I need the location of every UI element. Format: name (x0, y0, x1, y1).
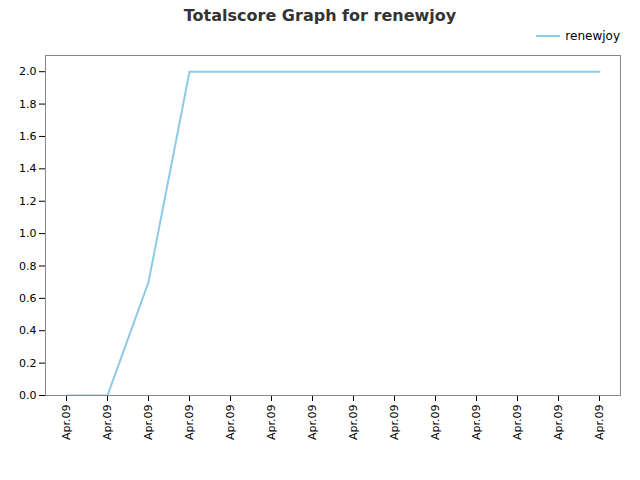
svg-text:1.0: 1.0 (19, 227, 37, 240)
svg-text:Apr.09: Apr.09 (224, 405, 237, 441)
svg-text:Apr.09: Apr.09 (347, 405, 360, 441)
svg-text:Apr.09: Apr.09 (552, 405, 565, 441)
svg-text:Apr.09: Apr.09 (265, 405, 278, 441)
html-text:renewjoy: renewjoy (565, 29, 620, 43)
svg-text:Apr.09: Apr.09 (388, 405, 401, 441)
svg-text:Apr.09: Apr.09 (101, 405, 114, 441)
svg-text:0.6: 0.6 (19, 292, 37, 305)
svg-text:2.0: 2.0 (19, 65, 37, 78)
svg-text:0.2: 0.2 (19, 357, 37, 370)
svg-text:Apr.09: Apr.09 (142, 405, 155, 441)
svg-text:Apr.09: Apr.09 (429, 405, 442, 441)
html-text:Totalscore Graph for renewjoy: Totalscore Graph for renewjoy (183, 6, 457, 25)
svg-text:0.4: 0.4 (19, 324, 37, 337)
svg-text:Apr.09: Apr.09 (593, 405, 606, 441)
svg-text:1.8: 1.8 (19, 98, 37, 111)
svg-text:0.0: 0.0 (19, 389, 37, 402)
svg-text:Apr.09: Apr.09 (511, 405, 524, 441)
svg-text:1.2: 1.2 (19, 195, 37, 208)
svg-text:1.4: 1.4 (19, 162, 37, 175)
svg-text:0.8: 0.8 (19, 259, 37, 272)
svg-text:1.6: 1.6 (19, 130, 37, 143)
svg-text:Apr.09: Apr.09 (306, 405, 319, 441)
svg-text:Apr.09: Apr.09 (60, 405, 73, 441)
svg-text:Apr.09: Apr.09 (183, 405, 196, 441)
svg-text:Apr.09: Apr.09 (470, 405, 483, 441)
